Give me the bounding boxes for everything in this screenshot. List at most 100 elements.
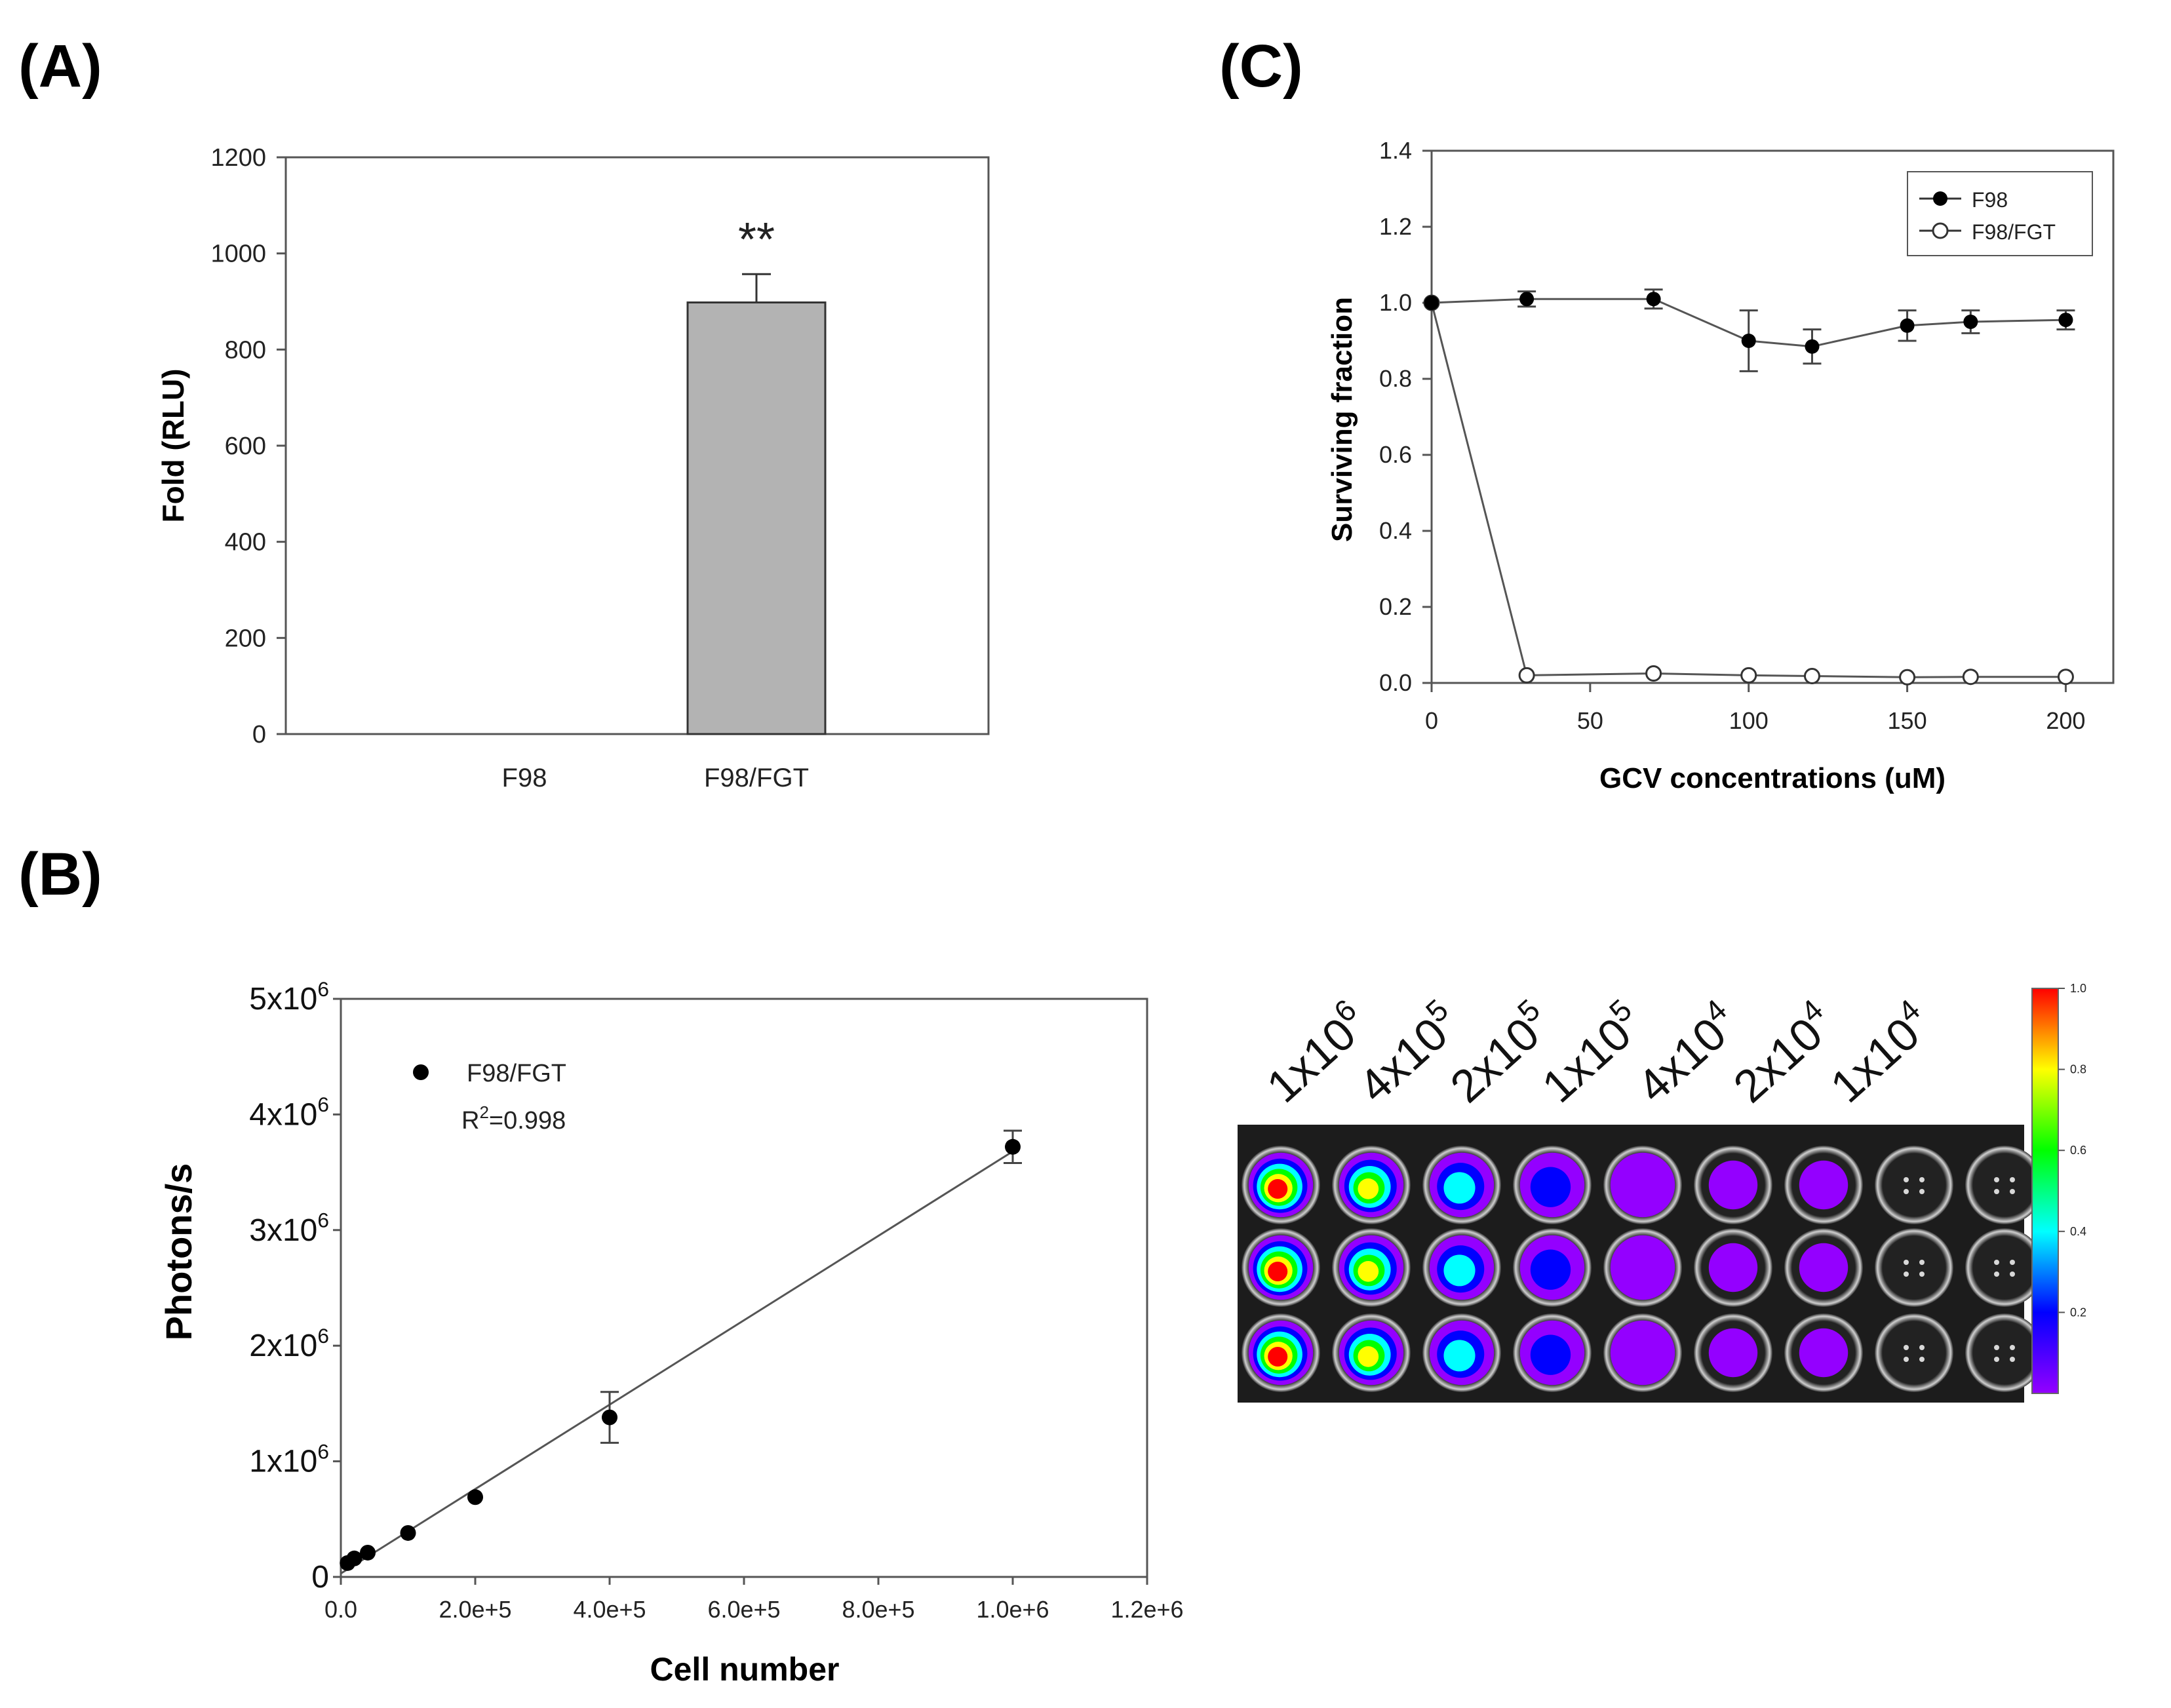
chart-b-point: [1005, 1138, 1021, 1155]
chart-c-y-tick-label: 1.0: [1379, 289, 1412, 316]
chart-a-significance-label: **: [738, 214, 775, 266]
chart-c-point-open: [2057, 669, 2074, 686]
chart-c-legend-box: [1907, 171, 2093, 256]
plate-well-signal: [1358, 1261, 1379, 1282]
chart-c-y-tick-label: 1.2: [1379, 213, 1412, 240]
chart-b-x-axis: 0.0 2.0e+5 4.0e+5 6.0e+5 8.0e+5 1.0e+6 1.2e+6: [324, 1577, 1184, 1623]
panel-label-b: (B): [18, 841, 102, 908]
plate-well-signal: [1268, 1261, 1288, 1282]
plate-well-signal: [1708, 1243, 1758, 1292]
chart-c-x-tick-label: 100: [1729, 707, 1769, 734]
chart-c-point-filled: [2058, 313, 2073, 328]
chart-c-x-tick-label: 50: [1577, 707, 1603, 734]
plate-well: [1875, 1313, 1953, 1392]
chart-b-y-tick-label: 3x106: [249, 1209, 329, 1248]
chart-c-series-line: [1431, 298, 2066, 348]
chart-c-point-filled: [1741, 334, 1756, 348]
chart-b-y-tick-label-exp: 6: [317, 1093, 329, 1116]
chart-b-legend: F98/FGT R2=0.998: [413, 1060, 566, 1135]
chart-b-y-tick-label: 1x106: [249, 1439, 329, 1479]
chart-b-legend-label: F98/FGT: [467, 1060, 566, 1087]
chart-b-point: [467, 1489, 483, 1505]
plate-well-reflection: [2010, 1260, 2015, 1265]
plate-well-reflection: [1904, 1260, 1909, 1265]
plate-column-label: 2x104: [1720, 992, 1845, 1112]
plate-well-reflection: [2010, 1357, 2015, 1362]
colorbar-tick-label: 1.0: [2070, 982, 2086, 995]
chart-b-y-tick-label-base: 5x10: [249, 982, 317, 1017]
chart-b-x-tick-label: 4.0e+5: [573, 1596, 646, 1623]
chart-c-point-filled: [1900, 318, 1915, 333]
chart-b-y-tick-label-base: 3x10: [249, 1213, 317, 1248]
chart-c-y-tick-label: 0.8: [1379, 365, 1412, 392]
chart-a-y-tick-label: 800: [225, 336, 266, 364]
chart-c-legend: F98 F98/FGT: [1907, 171, 2093, 256]
chart-a-bar: [686, 301, 827, 735]
chart-c-point-open: [1518, 667, 1535, 684]
chart-a-y-tick-label: 0: [252, 721, 266, 748]
plate-well-signal: [1443, 1172, 1476, 1204]
chart-b-y-tick-label-base: 4x10: [249, 1097, 317, 1132]
chart-c-y-tick-label: 1.4: [1379, 137, 1412, 164]
chart-a-x-axis: F98 F98/FGT: [502, 764, 809, 792]
colorbar-tick-label: 0.8: [2070, 1063, 2086, 1076]
plate-column-label: 1x105: [1529, 992, 1653, 1112]
plate-well-signal: [1268, 1178, 1288, 1199]
chart-b-y-tick-label-base: 1x10: [249, 1445, 317, 1479]
colorbar-strip: [2031, 988, 2059, 1394]
panel-label-a: (A): [18, 33, 102, 100]
plate-well-reflection: [2010, 1345, 2015, 1350]
plate-well-reflection: [1919, 1260, 1925, 1265]
chart-a-y-tick-label: 1000: [210, 241, 266, 268]
chart-b-y-tick-label-base: 2x10: [249, 1329, 317, 1363]
plate-well-signal: [1530, 1167, 1571, 1207]
chart-c-legend-label-f98: F98: [1972, 188, 2008, 212]
chart-b-x-tick-label: 0.0: [324, 1596, 357, 1623]
chart-c-point-filled: [1424, 296, 1439, 310]
plate-well-signal: [1799, 1160, 1848, 1210]
chart-c-point-open: [1962, 669, 1979, 686]
plate-well-reflection: [2010, 1271, 2015, 1277]
plate-column-label: 1x106: [1253, 992, 1378, 1112]
chart-b-y-tick-label-exp: 6: [317, 1324, 329, 1348]
plate-well-reflection: [1904, 1345, 1909, 1350]
plate-well: [1875, 1146, 1953, 1224]
chart-c-x-tick-label: 0: [1425, 707, 1438, 734]
plate-well-reflection: [1919, 1177, 1925, 1182]
plate-well-reflection: [1994, 1271, 1999, 1277]
plate-well-signal: [1443, 1254, 1476, 1287]
chart-a-y-tick-label: 400: [225, 529, 266, 556]
chart-b-point: [360, 1544, 376, 1561]
plate-well: [1965, 1313, 2044, 1392]
chart-a-y-tick-label: 1200: [210, 144, 266, 172]
legend-marker-filled: [1933, 191, 1947, 206]
chart-b-point: [602, 1409, 617, 1426]
chart-c-point-filled: [1646, 292, 1661, 307]
chart-a-x-tick-label: F98/FGT: [704, 764, 809, 792]
chart-c: 0.0 0.2 0.4 0.6 0.8 1.0 1.2 1.4 0 50 100 150 200 GC…: [1326, 137, 2115, 794]
chart-c-x-axis: 0 50 100 150 200: [1425, 683, 2085, 734]
chart-c-frame: [1430, 149, 2115, 684]
plate-well-reflection: [2010, 1189, 2015, 1194]
chart-b-x-tick-label: 2.0e+5: [439, 1596, 511, 1623]
chart-b-point: [346, 1550, 362, 1566]
chart-b-x-tick-label: 1.0e+6: [976, 1596, 1049, 1623]
chart-c-y-axis: 0.0 0.2 0.4 0.6 0.8 1.0 1.2 1.4: [1379, 137, 1432, 696]
plate-well: [1965, 1146, 2044, 1224]
plate-well-signal: [1610, 1320, 1675, 1386]
chart-c-point-filled: [1963, 315, 1978, 329]
chart-b-y-tick-label-base: 0: [311, 1560, 329, 1595]
colorbar: 1.0 0.8 0.6 0.4 0.2: [2031, 982, 2086, 1394]
chart-b-x-tick-label: 8.0e+5: [842, 1596, 914, 1623]
chart-b-y-tick-label-exp: 6: [317, 977, 329, 1001]
chart-a-y-axis: 0 200 400 600 800 1000 1200: [210, 144, 286, 748]
plate-well-signal: [1358, 1178, 1379, 1199]
chart-c-point-filled: [1805, 339, 1820, 354]
chart-b-y-axis-label: Photons/s: [158, 1163, 199, 1341]
chart-c-series-line: [1430, 302, 2066, 678]
plate-well: [1965, 1228, 2044, 1307]
plate-well-reflection: [1919, 1271, 1925, 1277]
